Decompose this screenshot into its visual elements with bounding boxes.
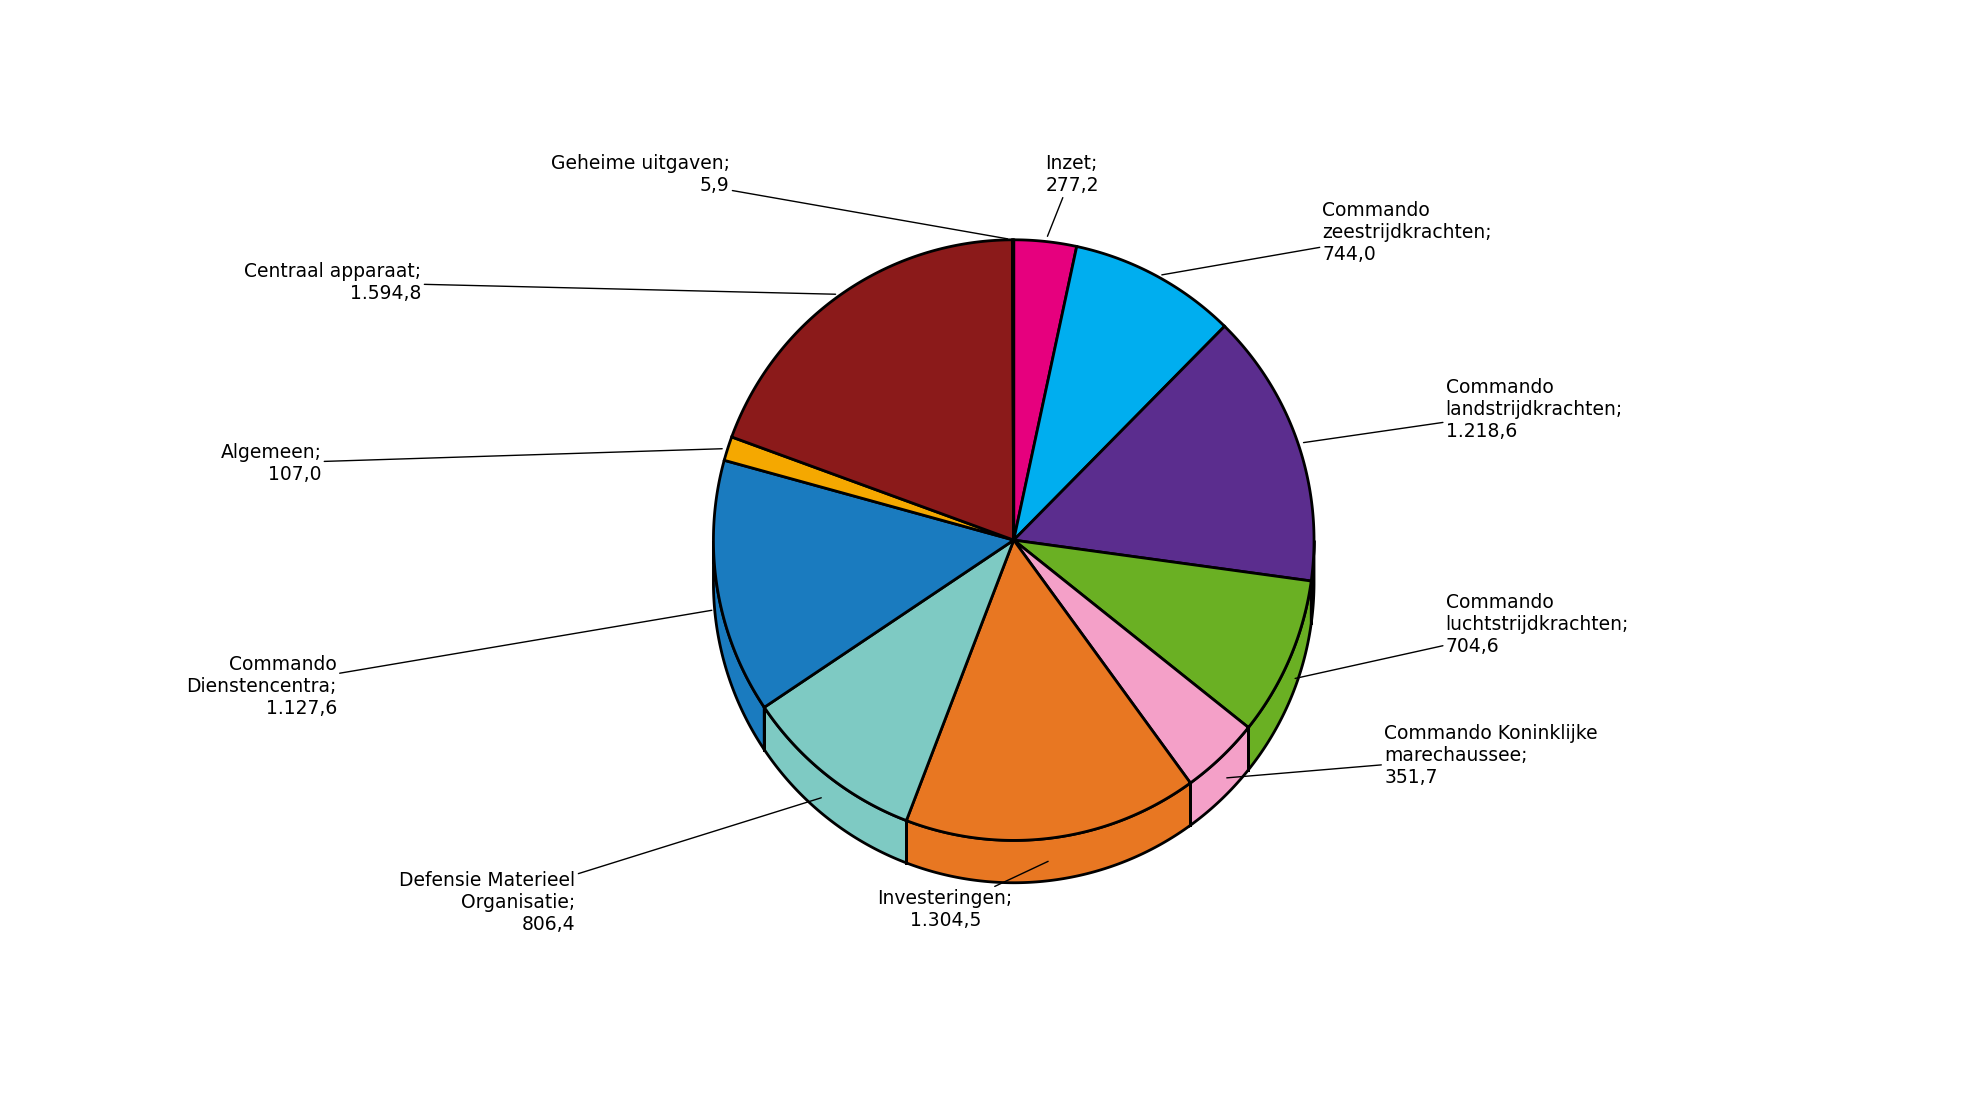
Polygon shape xyxy=(1191,727,1248,825)
Text: Commando
luchtstrijdkrachten;
704,6: Commando luchtstrijdkrachten; 704,6 xyxy=(1296,593,1630,679)
Polygon shape xyxy=(714,460,1013,707)
Text: Geheime uitgaven;
5,9: Geheime uitgaven; 5,9 xyxy=(550,154,1007,239)
Text: Algemeen;
107,0: Algemeen; 107,0 xyxy=(220,442,722,484)
Polygon shape xyxy=(764,707,906,862)
Polygon shape xyxy=(714,541,764,750)
Polygon shape xyxy=(906,540,1191,840)
Text: Centraal apparaat;
1.594,8: Centraal apparaat; 1.594,8 xyxy=(245,262,835,303)
Polygon shape xyxy=(764,540,1013,821)
Polygon shape xyxy=(732,240,1013,540)
Polygon shape xyxy=(1311,540,1313,624)
Polygon shape xyxy=(1248,581,1311,770)
Text: Investeringen;
1.304,5: Investeringen; 1.304,5 xyxy=(878,861,1048,931)
Polygon shape xyxy=(906,783,1191,882)
Polygon shape xyxy=(1013,540,1311,727)
Polygon shape xyxy=(1013,540,1248,783)
Text: Commando
landstrijdkrachten;
1.218,6: Commando landstrijdkrachten; 1.218,6 xyxy=(1304,377,1622,442)
Text: Commando
zeestrijdkrachten;
744,0: Commando zeestrijdkrachten; 744,0 xyxy=(1161,200,1491,275)
Text: Defensie Materieel
Organisatie;
806,4: Defensie Materieel Organisatie; 806,4 xyxy=(400,798,821,934)
Text: Commando Koninklijke
marechaussee;
351,7: Commando Koninklijke marechaussee; 351,7 xyxy=(1226,724,1598,788)
Text: Inzet;
277,2: Inzet; 277,2 xyxy=(1044,154,1100,236)
Polygon shape xyxy=(724,437,1013,540)
Text: Commando
Dienstencentra;
1.127,6: Commando Dienstencentra; 1.127,6 xyxy=(186,610,712,718)
Polygon shape xyxy=(1013,246,1224,540)
Polygon shape xyxy=(1013,327,1313,581)
Polygon shape xyxy=(1013,240,1076,540)
